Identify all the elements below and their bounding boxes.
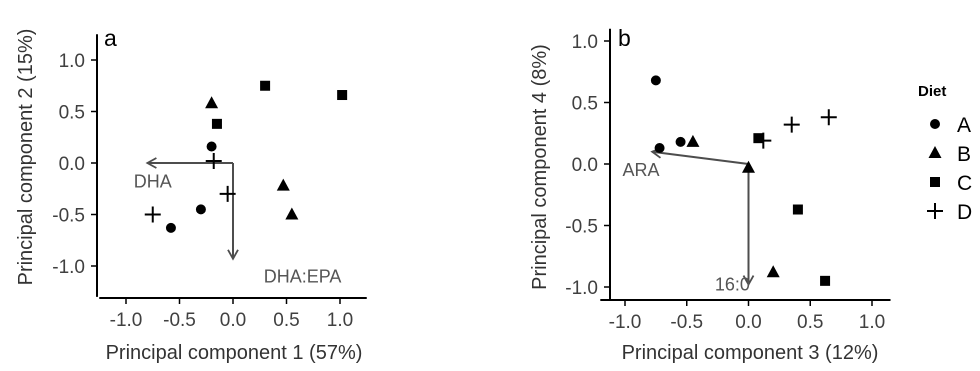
panel-a-label: a <box>104 25 117 51</box>
panel-a-point-diet-a <box>165 222 176 233</box>
panel-b-point-diet-c <box>792 204 803 215</box>
panel-b-point-diet-c <box>820 275 831 286</box>
legend-marker-d <box>927 203 943 219</box>
panel-b-x-tick-label: 0.5 <box>797 312 823 333</box>
panel-b-y-axis-title: Principal component 4 (8%) <box>529 44 551 290</box>
panel-a-x-tick-label: -1.0 <box>110 310 143 331</box>
panel-b-y-tick-label: 0.0 <box>572 155 598 176</box>
panel-b-x-axis-title: Principal component 3 (12%) <box>622 342 879 364</box>
panel-a-point-diet-b <box>285 207 299 220</box>
panel-a-point-diet-b <box>276 178 290 191</box>
panel-b-point-diet-d <box>820 109 837 126</box>
panel-a-y-tick-label: -1.0 <box>52 257 85 278</box>
panel-b-x-tick-label: 0.0 <box>735 312 761 333</box>
panel-a-vector-label-dha: DHA <box>134 172 172 192</box>
panel-a-point-diet-c <box>211 118 222 129</box>
legend-marker-c <box>930 177 940 187</box>
panel-a-point-diet-a <box>206 141 217 152</box>
panel-a-y-tick-label: 0.5 <box>59 103 85 124</box>
panel-a-point-diet-c <box>260 80 271 91</box>
panel-b-x-tick-label: -1.0 <box>609 312 642 333</box>
panel-a-point-diet-d <box>219 185 236 202</box>
panel-b-x-tick-label: -0.5 <box>670 312 703 333</box>
legend-marker-b <box>928 146 942 158</box>
panel-a-x-axis-title: Principal component 1 (57%) <box>106 342 363 364</box>
panel-a-point-diet-d <box>205 152 222 169</box>
panel-a-y-axis-title: Principal component 2 (15%) <box>15 29 37 286</box>
panel-b-vector-label-ara: ARA <box>623 160 660 180</box>
panel-b-point-diet-a <box>654 143 665 154</box>
panel-b-point-diet-b <box>686 134 700 147</box>
panel-b-vector-ara <box>650 147 749 165</box>
legend-title: Diet <box>918 83 946 100</box>
panel-b-y-tick-label: 1.0 <box>572 32 598 53</box>
panel-b-y-tick-label: -1.0 <box>565 278 598 299</box>
panel-a-x-tick-label: 0.5 <box>273 310 299 331</box>
panel-a-vector-label-dha-epa: DHA:EPA <box>264 266 342 286</box>
legend-marker-a <box>930 119 940 129</box>
panel-b-y-tick-label: -0.5 <box>565 217 598 238</box>
panel-a-y-tick-label: 1.0 <box>59 51 85 72</box>
panel-a-x-tick-label: 1.0 <box>327 310 353 331</box>
panel-a-y-tick-label: 0.0 <box>59 154 85 175</box>
panel-b-point-diet-c <box>753 133 764 144</box>
panel-b-point-diet-a <box>650 75 661 86</box>
legend-label-c: C <box>957 172 972 195</box>
legend-label-b: B <box>957 143 971 166</box>
panel-a-x-tick-label: -0.5 <box>163 310 196 331</box>
legend-label-a: A <box>957 114 971 137</box>
panel-a-point-diet-a <box>195 204 206 215</box>
panel-b-point-diet-d <box>755 132 772 149</box>
panel-b-label: b <box>618 25 631 51</box>
panel-a: -1.0 -0.5 0.0 0.5 1.0 -1.0 -0.5 0.0 0.5 1.0 DHA DHA… <box>52 34 367 331</box>
panel-b-y-tick-label: 0.5 <box>572 94 598 115</box>
panel-b-point-diet-a <box>675 136 686 147</box>
panel-a-point-diet-b <box>205 96 219 109</box>
panel-a-point-diet-c <box>337 90 348 101</box>
panel-b-point-diet-d <box>783 116 800 133</box>
legend-label-d: D <box>957 201 972 224</box>
panel-a-point-diet-d <box>144 206 161 223</box>
panel-a-x-tick-label: 0.0 <box>220 310 246 331</box>
panel-b: -1.0 -0.5 0.0 0.5 1.0 -1.0 -0.5 0.0 0.5 1.0 ARA 16:… <box>565 28 891 333</box>
panel-b-vector-label-16-0: 16:0 <box>715 275 750 295</box>
panel-b-point-diet-b <box>742 160 755 173</box>
panel-a-y-tick-label: -0.5 <box>52 206 85 227</box>
panel-b-x-tick-label: 1.0 <box>859 312 885 333</box>
panel-b-point-diet-b <box>766 265 780 278</box>
